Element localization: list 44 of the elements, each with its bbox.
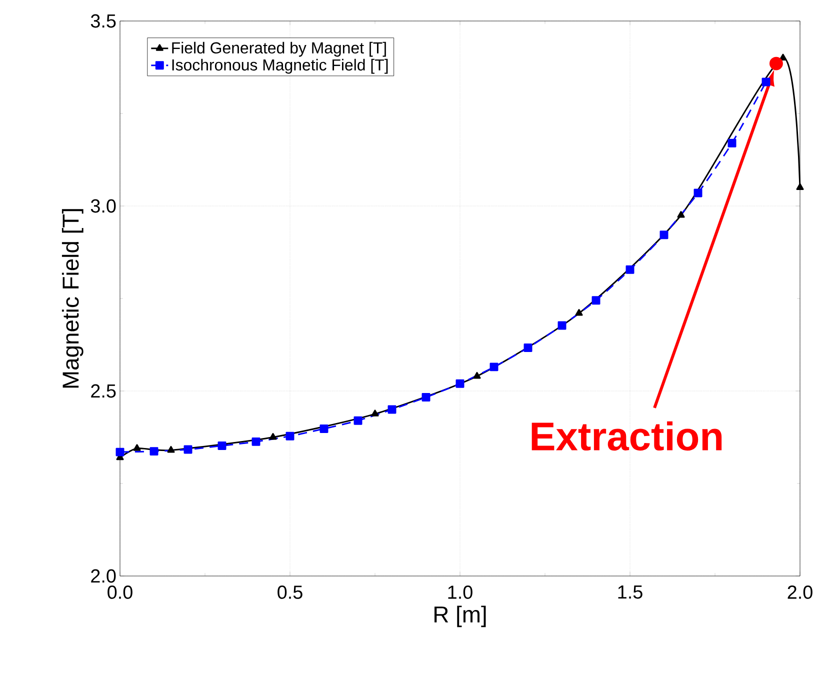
point	[167, 446, 175, 453]
point	[133, 444, 141, 451]
point	[660, 230, 668, 240]
annotation: Extraction	[532, 421, 722, 451]
point	[116, 448, 124, 456]
point	[592, 296, 600, 305]
y-tick-label: 3.5	[90, 14, 116, 28]
x-axis-title: R [m]	[434, 606, 486, 628]
point	[150, 447, 158, 456]
point	[626, 265, 634, 274]
y-tick-label: 2.0	[91, 569, 116, 583]
point	[456, 379, 464, 388]
point	[269, 433, 277, 440]
point	[575, 309, 583, 316]
y-tick-label: 2.5	[91, 384, 116, 398]
point	[473, 372, 481, 379]
point	[252, 437, 260, 446]
x-tick-label: 1.5	[618, 586, 642, 599]
point	[769, 56, 783, 70]
point	[388, 405, 396, 414]
x-tick-label: 0.0	[108, 585, 132, 599]
point	[779, 54, 787, 60]
point	[762, 78, 770, 86]
x-tick-label: 2.0	[788, 585, 812, 599]
x-tick-label: 1.0	[448, 585, 472, 599]
point	[728, 138, 736, 148]
point	[371, 410, 379, 416]
legend-label: Field Generated by Magnet [T]	[172, 42, 386, 57]
point	[354, 416, 362, 425]
point	[184, 445, 192, 454]
x-tick-label: 0.5	[278, 585, 302, 599]
point	[490, 362, 498, 372]
point	[320, 424, 328, 433]
point	[286, 432, 294, 440]
legend-label: Isochronous Magnetic Field [T]	[172, 58, 388, 74]
y-tick-label: 3.0	[90, 199, 116, 213]
point	[524, 343, 532, 352]
point	[558, 321, 566, 330]
point	[422, 393, 430, 402]
point	[677, 211, 685, 218]
point	[218, 442, 226, 450]
y-axis-title: Magnetic Field [T]	[62, 209, 84, 388]
point	[694, 188, 702, 198]
point	[796, 183, 804, 190]
